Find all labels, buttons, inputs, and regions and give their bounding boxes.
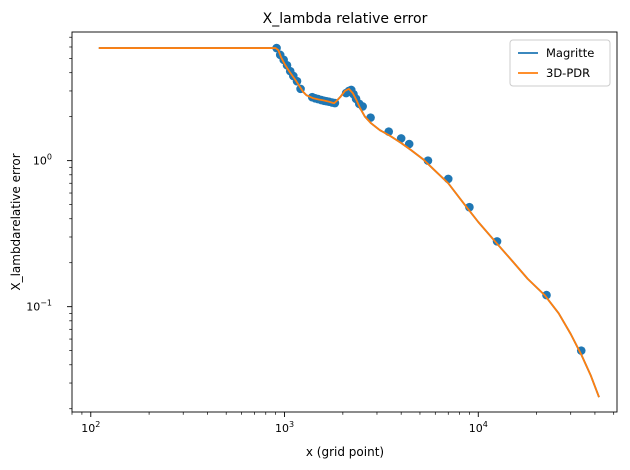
x-tick-label-exponent: 4	[483, 420, 488, 429]
series-line-magritte	[98, 47, 600, 398]
data-point	[396, 134, 406, 143]
y-axis: 100 10−1	[26, 36, 72, 410]
y-tick-label: 100	[33, 153, 52, 168]
data-point	[443, 174, 453, 184]
x-tick-label: 102	[81, 420, 100, 435]
y-tick-label: 10−1	[26, 299, 52, 314]
x-tick-label-exponent: 2	[95, 420, 100, 429]
legend-box	[509, 39, 611, 87]
series-layer	[98, 43, 600, 398]
plot-area	[71, 31, 618, 413]
y-axis-title: X_lambdarelative error	[9, 153, 23, 290]
x-axis-title: x (grid point)	[306, 445, 384, 459]
legend-label-magritte: Magritte	[546, 46, 594, 60]
legend-label-3d-pdr: 3D-PDR	[546, 66, 590, 80]
data-point	[542, 290, 551, 300]
chart-title: X_lambda relative error	[263, 11, 428, 27]
y-tick-label-exponent: 0	[47, 153, 52, 162]
y-tick-label-exponent: −1	[40, 299, 52, 308]
x-tick-label: 103	[275, 420, 294, 435]
x-tick-label: 104	[469, 420, 488, 435]
x-axis: 102 103 104	[71, 412, 615, 435]
legend: Magritte 3D-PDR	[509, 39, 611, 87]
series-line-3d-pdr	[98, 47, 600, 398]
plot-frame	[71, 31, 618, 413]
data-point	[492, 237, 502, 246]
x-tick-label-exponent: 3	[289, 420, 294, 429]
